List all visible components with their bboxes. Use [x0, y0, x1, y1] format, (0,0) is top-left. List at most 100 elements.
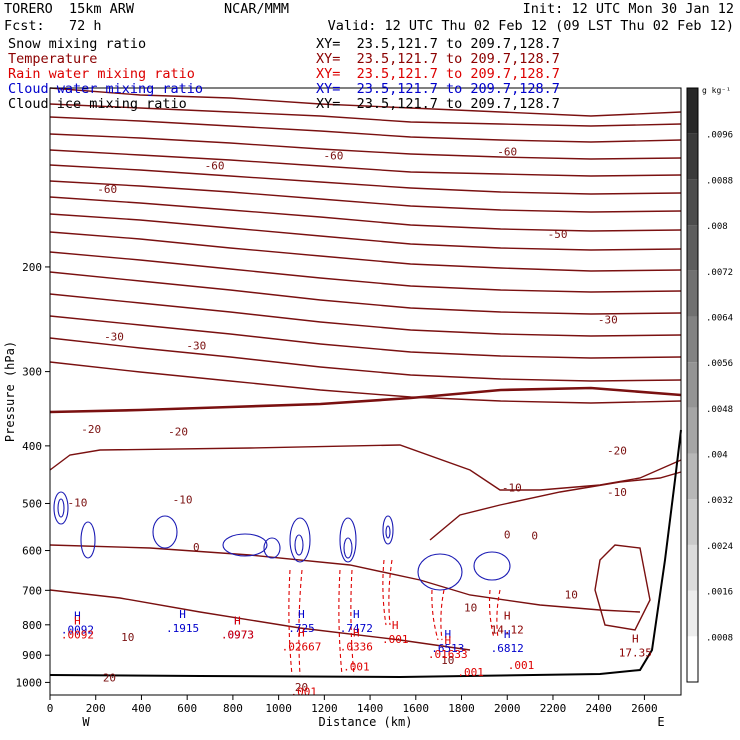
- y-tick-label: 200: [22, 261, 42, 274]
- temperature-label: 0: [193, 541, 200, 554]
- isotherm-line: [49, 386, 682, 414]
- y-tick-label: 900: [22, 649, 42, 662]
- rain-water-contour: [496, 589, 501, 639]
- cloud-water-contour: [343, 537, 353, 559]
- x-tick-label: 0: [47, 702, 54, 715]
- colorbar-step: [687, 179, 698, 226]
- y-tick-label: 300: [22, 366, 42, 379]
- cloud-water-contour: [417, 553, 463, 591]
- maximum-marker: H: [298, 626, 305, 639]
- maximum-value: .725: [288, 622, 315, 635]
- temperature-label: -60: [497, 146, 517, 159]
- field-xy-snow: XY= 23.5,121.7 to 209.7,128.7: [316, 36, 560, 52]
- cloud-water-contour: [57, 498, 65, 518]
- maximum-value: .0092: [61, 628, 94, 641]
- isotherm-line: [49, 196, 682, 232]
- maximum-value: .6812: [491, 642, 524, 655]
- maximum-value: 14.12: [491, 624, 524, 637]
- y-tick-label: 500: [22, 497, 42, 510]
- isotherm-line: [429, 471, 682, 541]
- field-name-cloud-water: Cloud water mixing ratio: [8, 81, 204, 97]
- maximum-marker: H: [234, 614, 241, 627]
- x-tick-label: 1600: [403, 702, 430, 715]
- field-xy-cloud-ice: XY= 23.5,121.7 to 209.7,128.7: [316, 96, 560, 112]
- y-axis-title: Pressure (hPa): [3, 341, 17, 442]
- maximum-value: .0973: [221, 628, 254, 641]
- temperature-label: -10: [173, 493, 193, 506]
- isotherm-line: [49, 337, 682, 382]
- colorbar-tick-label: .0072: [706, 268, 733, 278]
- init-time: Init: 12 UTC Mon 30 Jan 12: [522, 1, 734, 17]
- maximum-value: .001: [382, 633, 409, 646]
- colorbar-step: [687, 590, 698, 637]
- colorbar-step: [687, 636, 698, 682]
- temperature-label: -60: [97, 183, 117, 196]
- colorbar-step: [687, 362, 698, 408]
- temperature-label: -30: [598, 313, 618, 326]
- x-tick-label: 800: [223, 702, 243, 715]
- temperature-label: -60: [205, 159, 225, 172]
- maximum-value: .7472: [340, 622, 373, 635]
- isotherm-line: [49, 180, 682, 213]
- rain-water-label: .001: [343, 660, 370, 673]
- colorbar-tick-label: .0056: [706, 359, 733, 369]
- rain-water-label: .001: [457, 666, 484, 679]
- cloud-water-contour: [53, 491, 69, 525]
- cloud-water-contour: [80, 521, 96, 559]
- isotherm-line: [49, 149, 682, 177]
- maximum-value: .1915: [166, 622, 199, 635]
- maximum-marker: H: [504, 628, 511, 641]
- maximum-marker: H: [444, 634, 451, 647]
- cloud-water-contour: [339, 517, 357, 563]
- colorbar-frame: [686, 87, 699, 683]
- model-name: TORERO 15km ARW: [4, 1, 135, 17]
- rain-water-label: .001: [508, 659, 535, 672]
- temperature-label: -20: [607, 444, 627, 457]
- cloud-water-contour: [289, 517, 311, 563]
- endpoint-right-label: E: [657, 715, 664, 729]
- y-tick-label: 700: [22, 584, 42, 597]
- colorbar-tick-label: .0016: [706, 588, 733, 598]
- temperature-label: 10: [565, 589, 578, 602]
- y-tick-label: 800: [22, 619, 42, 632]
- isotherm-line: [49, 213, 682, 251]
- x-tick-label: 400: [132, 702, 152, 715]
- rain-water-contour: [298, 569, 303, 676]
- x-tick-label: 2200: [540, 702, 567, 715]
- colorbar-tick-label: .0024: [706, 542, 733, 552]
- cloud-water-contour: [294, 534, 304, 556]
- maximum-value: 17.35: [619, 646, 652, 659]
- isotherm-line: [49, 293, 682, 337]
- cloud-water-contour: [152, 515, 178, 549]
- colorbar-unit: g kg⁻¹: [702, 86, 731, 95]
- temperature-label: 10: [464, 601, 477, 614]
- maximum-value: .0336: [340, 640, 373, 653]
- cloud-water-contour: [222, 533, 268, 557]
- field-name-cloud-ice: Cloud ice mixing ratio: [8, 96, 187, 112]
- temperature-label: 10: [121, 631, 134, 644]
- colorbar-tick-label: .0048: [706, 405, 733, 415]
- maximum-marker: H: [234, 614, 241, 627]
- temperature-label: -50: [548, 228, 568, 241]
- maximum-marker: H: [392, 619, 399, 632]
- field-xy-temperature: XY= 23.5,121.7 to 209.7,128.7: [316, 51, 560, 67]
- colorbar-tick-label: .0032: [706, 496, 733, 506]
- forecast-hour: Fcst: 72 h: [4, 18, 102, 34]
- temperature-label: -20: [81, 423, 101, 436]
- isotherm-line: [49, 87, 682, 117]
- maximum-marker: H: [353, 626, 360, 639]
- x-tick-label: 200: [86, 702, 106, 715]
- isotherm-line: [49, 251, 682, 293]
- maximum-marker: H: [74, 614, 81, 627]
- colorbar-step: [687, 453, 698, 500]
- isotherm-line: [49, 116, 682, 143]
- field-name-temperature: Temperature: [8, 51, 98, 67]
- x-tick-label: 600: [177, 702, 197, 715]
- colorbar-step: [687, 407, 698, 454]
- center-name: NCAR/MMM: [224, 1, 290, 17]
- x-tick-label: 1800: [448, 702, 475, 715]
- temperature-label: 0: [531, 529, 538, 542]
- isotherm-line: [49, 444, 682, 491]
- maximum-value: .0092: [61, 624, 94, 637]
